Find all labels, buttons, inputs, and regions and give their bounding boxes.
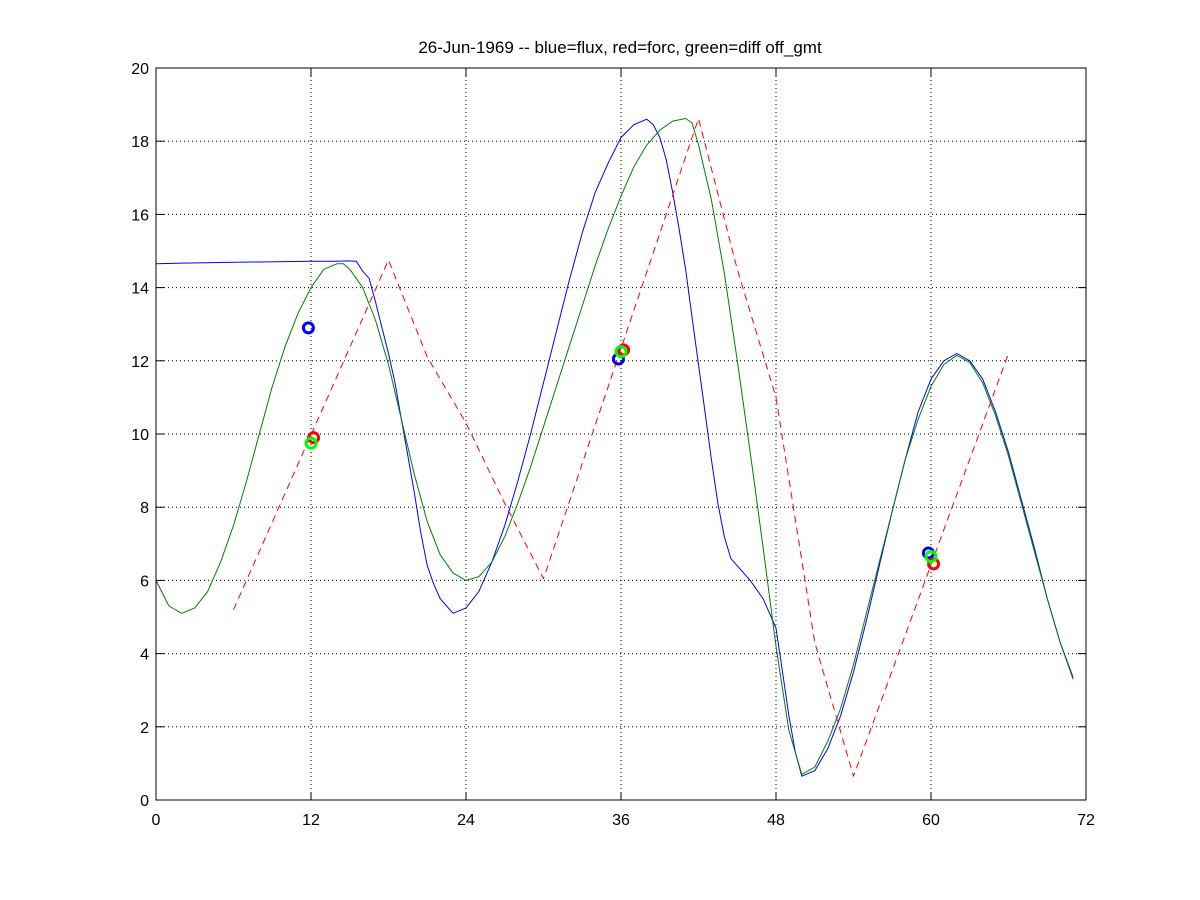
x-tick-label: 0 [152,812,161,829]
marker-diff [924,550,938,564]
marker-layer [301,321,941,571]
x-tick-label: 60 [922,812,940,829]
y-tick-label: 8 [140,500,149,517]
x-tick-label: 72 [1077,812,1095,829]
x-tick-label: 12 [302,812,320,829]
marker-flux [611,352,625,366]
marker-diff [304,436,318,450]
series-line-forc [233,118,1009,777]
series-line-diff [155,118,1074,775]
marker-forc [927,557,941,571]
y-tick-label: 14 [131,281,149,298]
x-tick-label: 36 [612,812,630,829]
marker-diff [614,345,628,359]
y-tick-label: 4 [140,647,149,664]
chart-title: 26-Jun-1969 -- blue=flux, red=forc, gree… [418,38,822,57]
x-tick-label: 48 [767,812,785,829]
y-tick-label: 6 [140,573,149,590]
y-tick-label: 12 [131,354,149,371]
grid [156,68,1086,800]
x-tick-label: 24 [457,812,475,829]
y-tick-label: 2 [140,720,149,737]
y-tick-label: 0 [140,793,149,810]
y-tick-label: 20 [131,61,149,78]
series-layer [155,118,1074,777]
y-tick-label: 10 [131,427,149,444]
y-tick-label: 16 [131,207,149,224]
y-tick-label: 18 [131,134,149,151]
marker-flux [301,321,315,335]
